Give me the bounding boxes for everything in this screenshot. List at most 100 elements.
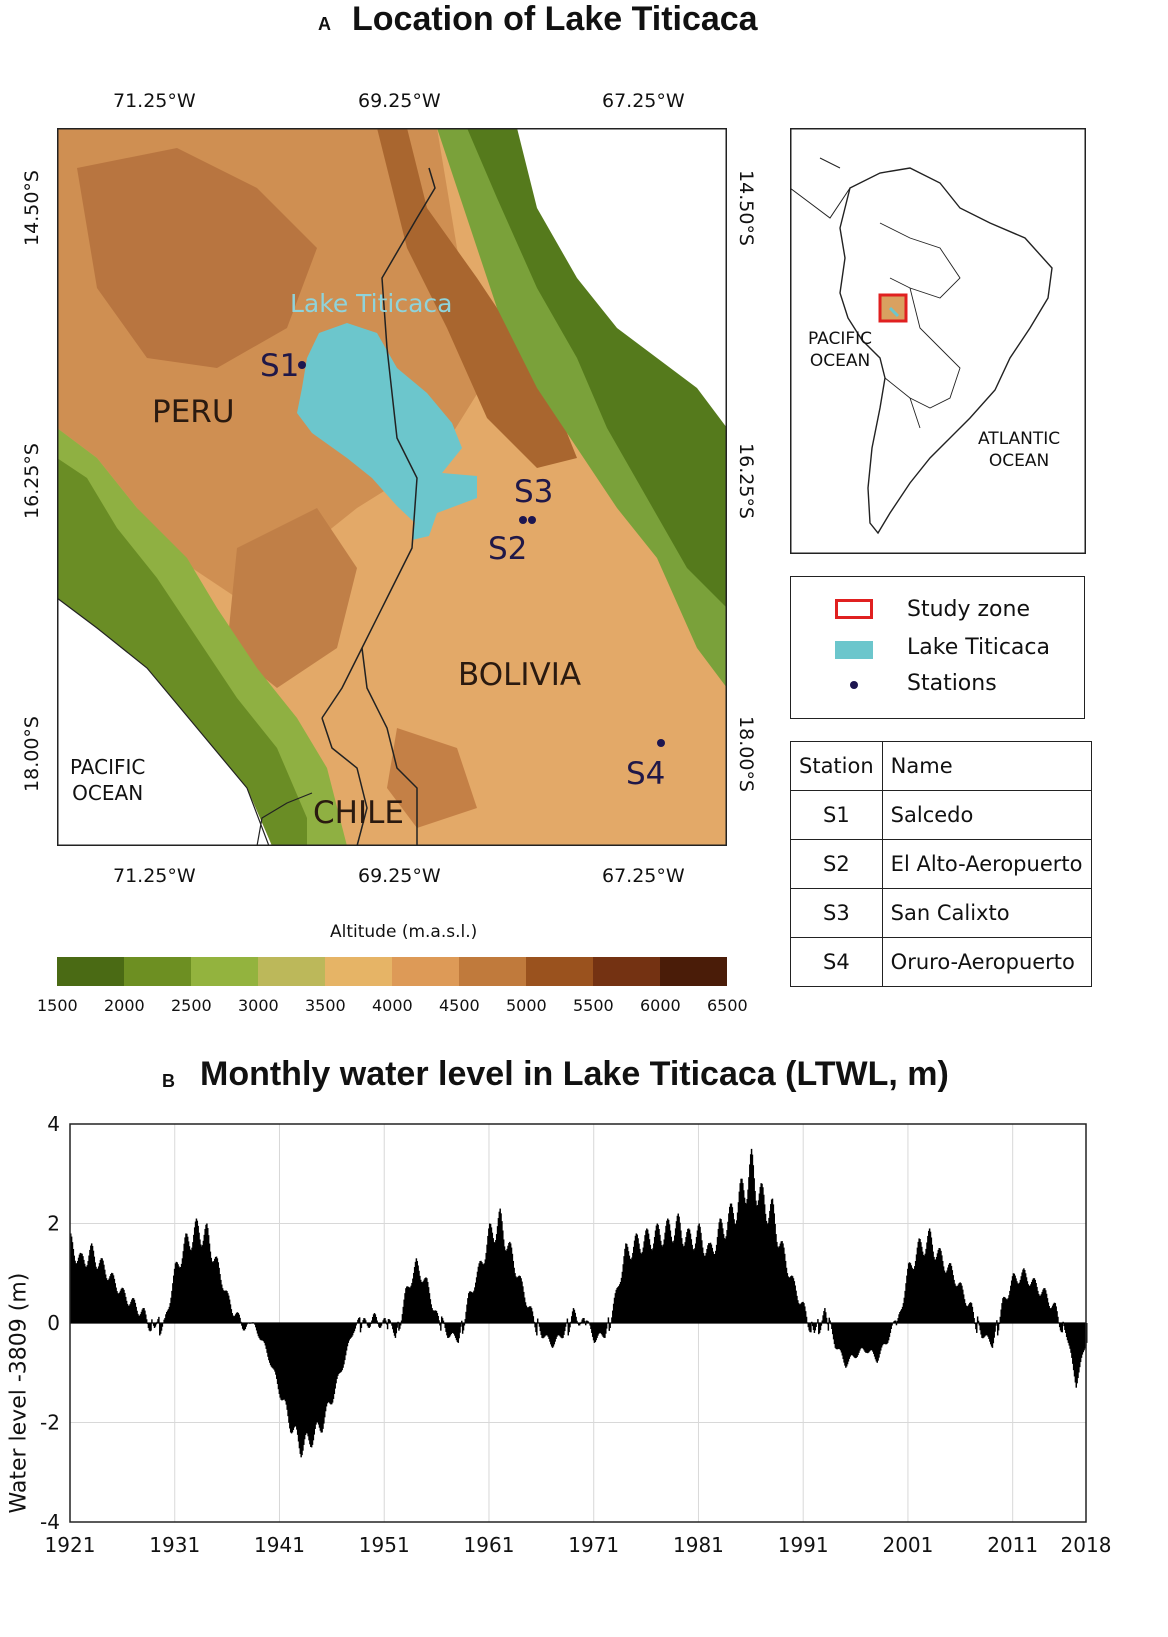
chart-bar: [395, 1323, 398, 1334]
chart-bar: [166, 1310, 169, 1323]
chart-bar: [125, 1300, 128, 1323]
chart-bar: [680, 1230, 682, 1323]
chart-bar: [997, 1323, 1000, 1331]
chart-bar: [431, 1308, 433, 1323]
chart-bar: [609, 1323, 611, 1328]
chart-bar: [665, 1225, 667, 1323]
chart-bar: [491, 1232, 494, 1323]
chart-bar: [605, 1323, 608, 1329]
chart-bar: [1029, 1285, 1031, 1323]
chart-bar: [838, 1323, 840, 1349]
chart-bar: [612, 1303, 615, 1323]
chart-bar: [468, 1293, 470, 1323]
chart-bar: [355, 1323, 357, 1326]
chart-bar: [581, 1319, 583, 1323]
chart-bar: [285, 1323, 288, 1405]
chart-bar: [274, 1323, 276, 1372]
chart-bar: [175, 1261, 178, 1323]
table-row: S4 Oruro-Aeropuerto: [790, 937, 1092, 987]
chart-bar: [543, 1323, 546, 1337]
chart-bar: [130, 1301, 132, 1323]
chart-bar: [917, 1241, 920, 1323]
chart-bar: [287, 1323, 289, 1417]
chart-bar: [658, 1228, 660, 1323]
chart-bar: [207, 1235, 210, 1323]
chart-bar: [73, 1255, 75, 1323]
chart-bar: [99, 1260, 102, 1323]
chart-bar: [169, 1303, 171, 1323]
chart-bar: [1073, 1323, 1076, 1377]
chart-bar: [661, 1246, 664, 1323]
chart-bar: [315, 1323, 317, 1425]
chart-bar: [941, 1255, 943, 1323]
chart-bar: [856, 1323, 858, 1357]
lat-tick-left-1: 14.50°S: [21, 170, 43, 246]
colorbar-tick-label: 4000: [372, 996, 413, 1015]
chart-bar: [114, 1283, 116, 1323]
chart-bar: [779, 1243, 782, 1323]
chart-bar: [1007, 1298, 1009, 1323]
colorbar-segment: [593, 957, 660, 986]
chart-bar: [90, 1243, 93, 1323]
chart-bar: [289, 1323, 292, 1433]
chart-bar: [852, 1323, 855, 1357]
colorbar-segment: [325, 957, 392, 986]
chart-bar: [737, 1202, 740, 1323]
chart-bar: [410, 1285, 412, 1323]
colorbar-ticks: 1500 2000 2500 3000 3500 4000 4500 5000 5500 6000…: [37, 996, 748, 1016]
chart-bar: [607, 1317, 610, 1323]
chart-bar: [556, 1323, 558, 1337]
chart-bar: [992, 1323, 995, 1344]
chart-bar: [359, 1323, 362, 1333]
chart-bar: [1014, 1275, 1016, 1323]
chart-bar: [525, 1305, 528, 1323]
chart-bar: [399, 1323, 402, 1326]
chart-bar: [683, 1245, 686, 1323]
chart-bar: [184, 1237, 186, 1323]
chart-x-tick-label: 2011: [987, 1533, 1038, 1557]
chart-bar: [140, 1311, 143, 1323]
table-header-row: Station Name: [790, 741, 1092, 791]
chart-bar: [126, 1303, 129, 1323]
chart-bar: [820, 1323, 823, 1326]
chart-bar: [939, 1248, 941, 1323]
chart-bar: [514, 1273, 516, 1323]
chart-bar: [584, 1320, 586, 1323]
chart-bar: [784, 1260, 787, 1323]
chart-bar: [583, 1318, 585, 1323]
chart-bar: [350, 1323, 352, 1338]
table-row: S3 San Calixto: [790, 888, 1092, 938]
colorbar-tick-label: 6500: [707, 996, 748, 1015]
chart-bar: [282, 1323, 285, 1400]
chart-bar: [495, 1234, 498, 1323]
chart-bar: [626, 1243, 628, 1323]
chart-bar: [860, 1323, 863, 1348]
chart-bar: [809, 1323, 811, 1333]
chart-bar: [403, 1299, 405, 1323]
chart-bar: [173, 1268, 176, 1323]
chart-bar: [464, 1319, 467, 1323]
chart-bar: [979, 1323, 981, 1331]
chart-bar: [872, 1323, 874, 1352]
chart-bar: [343, 1323, 345, 1365]
chart-bar: [1059, 1323, 1062, 1331]
chart-bar: [1070, 1323, 1072, 1353]
chart-bar: [100, 1258, 103, 1323]
chart-bar: [416, 1261, 418, 1323]
chart-bar: [1082, 1323, 1084, 1353]
chart-bar: [471, 1292, 473, 1323]
chart-bar: [982, 1323, 984, 1339]
chart-bar: [903, 1297, 906, 1323]
chart-bar: [960, 1283, 962, 1323]
chart-bar: [95, 1266, 97, 1323]
chart-bar: [379, 1323, 382, 1328]
chart-bar: [111, 1273, 114, 1323]
chart-bar: [392, 1323, 394, 1330]
chart-bar: [813, 1323, 816, 1333]
chart-bar: [426, 1278, 428, 1323]
chart-bar: [385, 1320, 387, 1323]
chart-bar: [307, 1323, 309, 1437]
colorbar-tick-label: 3000: [238, 996, 279, 1015]
lon-tick-bottom-3: 67.25°W: [602, 865, 685, 887]
chart-bar: [866, 1323, 868, 1353]
